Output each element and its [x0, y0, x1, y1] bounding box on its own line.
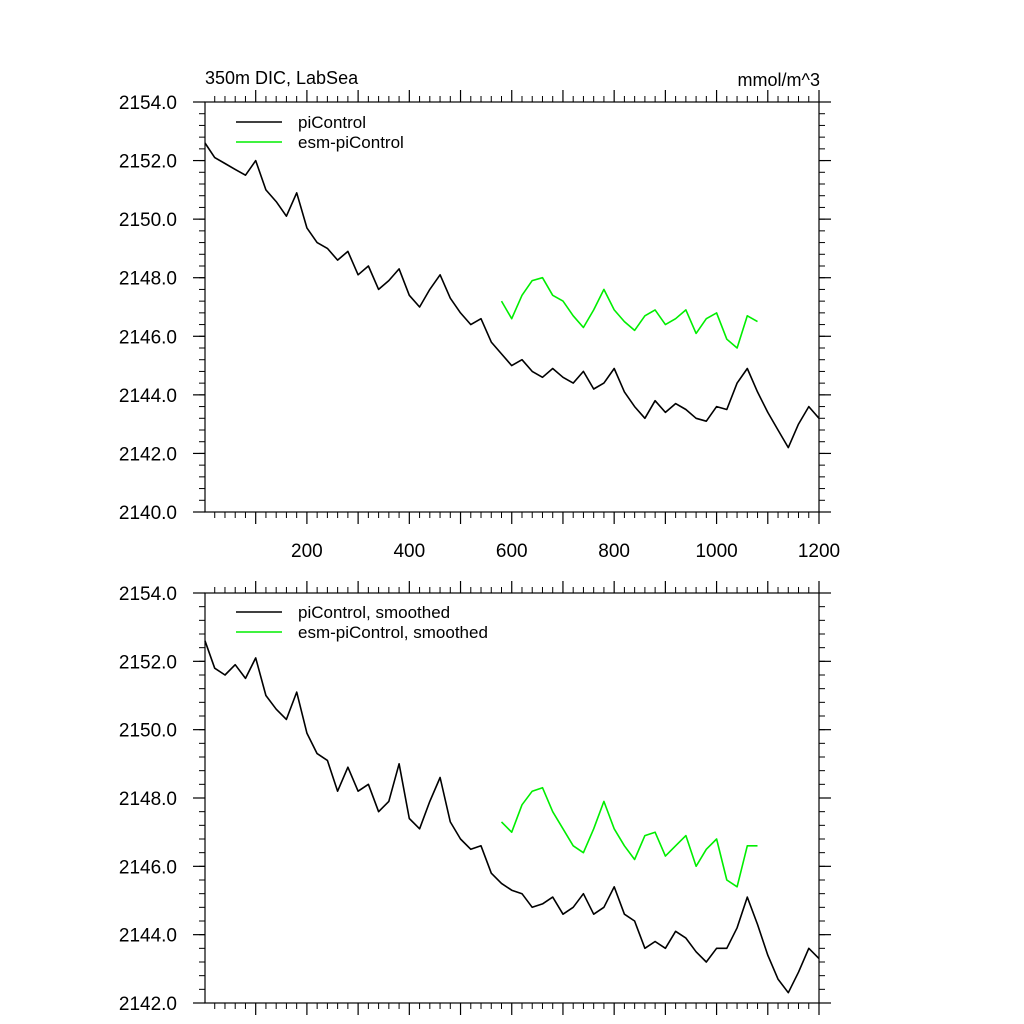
- bottom-legend: piControl, smoothed esm-piControl, smoot…: [236, 603, 488, 642]
- bottom-series-line-picontrol-smoothed: [204, 640, 820, 994]
- top-ytick-label-0: 2140.0: [119, 503, 177, 524]
- legend-label-esm-picontrol: esm-piControl: [298, 133, 404, 152]
- top-panel-title: 350m DIC, LabSea: [205, 68, 359, 88]
- bottom-plot-frame: [204, 592, 820, 1004]
- legend-label-esm-picontrol-smoothed: esm-piControl, smoothed: [298, 623, 488, 642]
- bottom-ytick-label-6: 2154.0: [119, 584, 177, 605]
- top-series-line-picontrol: [204, 142, 820, 449]
- top-axis-ticks: 2140.0 2142.0 2144.0 2146.0 2148.0 2150.0 2152…: [119, 90, 840, 562]
- top-xtick-label-1: 400: [393, 541, 425, 562]
- top-xtick-label-3: 800: [598, 541, 630, 562]
- top-series-lines: [204, 142, 820, 449]
- top-ytick-label-3: 2146.0: [119, 327, 177, 348]
- top-legend: piControl esm-piControl: [236, 113, 404, 152]
- bottom-ytick-label-0: 2142.0: [119, 994, 177, 1015]
- top-ytick-label-7: 2154.0: [119, 93, 177, 114]
- bottom-ytick-label-4: 2150.0: [119, 721, 177, 742]
- top-panel: 350m DIC, LabSea mmol/m^3 2140.02142.021…: [119, 68, 840, 562]
- bottom-series-lines: [204, 640, 820, 994]
- legend-label-picontrol: piControl: [298, 113, 366, 132]
- top-xtick-label-0: 200: [291, 541, 323, 562]
- bottom-series-line-esm-picontrol-smoothed: [500, 786, 758, 888]
- top-plot-frame: [204, 101, 820, 513]
- top-panel-units: mmol/m^3: [738, 70, 820, 90]
- bottom-ytick-label-5: 2152.0: [119, 652, 177, 673]
- top-ytick-label-6: 2152.0: [119, 152, 177, 173]
- bottom-ytick-label-3: 2148.0: [119, 789, 177, 810]
- bottom-axis-ticks: 2142.0 2144.0 2146.0 2148.0 2150.0 2152.0 2154…: [119, 581, 831, 1015]
- top-series-line-esm-picontrol: [500, 276, 758, 349]
- bottom-panel: 2142.0 2144.0 2146.0 2148.0 2150.0 2152.0 2154…: [119, 581, 831, 1015]
- top-xtick-label-4: 1000: [695, 541, 737, 562]
- top-ytick-label-1: 2142.0: [119, 444, 177, 465]
- bottom-ytick-label-1: 2144.0: [119, 926, 177, 947]
- top-xtick-label-5: 1200: [798, 541, 840, 562]
- top-ytick-label-5: 2150.0: [119, 210, 177, 231]
- top-ytick-label-4: 2148.0: [119, 269, 177, 290]
- top-xtick-label-2: 600: [496, 541, 528, 562]
- top-ytick-label-2: 2144.0: [119, 386, 177, 407]
- legend-label-picontrol-smoothed: piControl, smoothed: [298, 603, 450, 622]
- bottom-ytick-label-2: 2146.0: [119, 857, 177, 878]
